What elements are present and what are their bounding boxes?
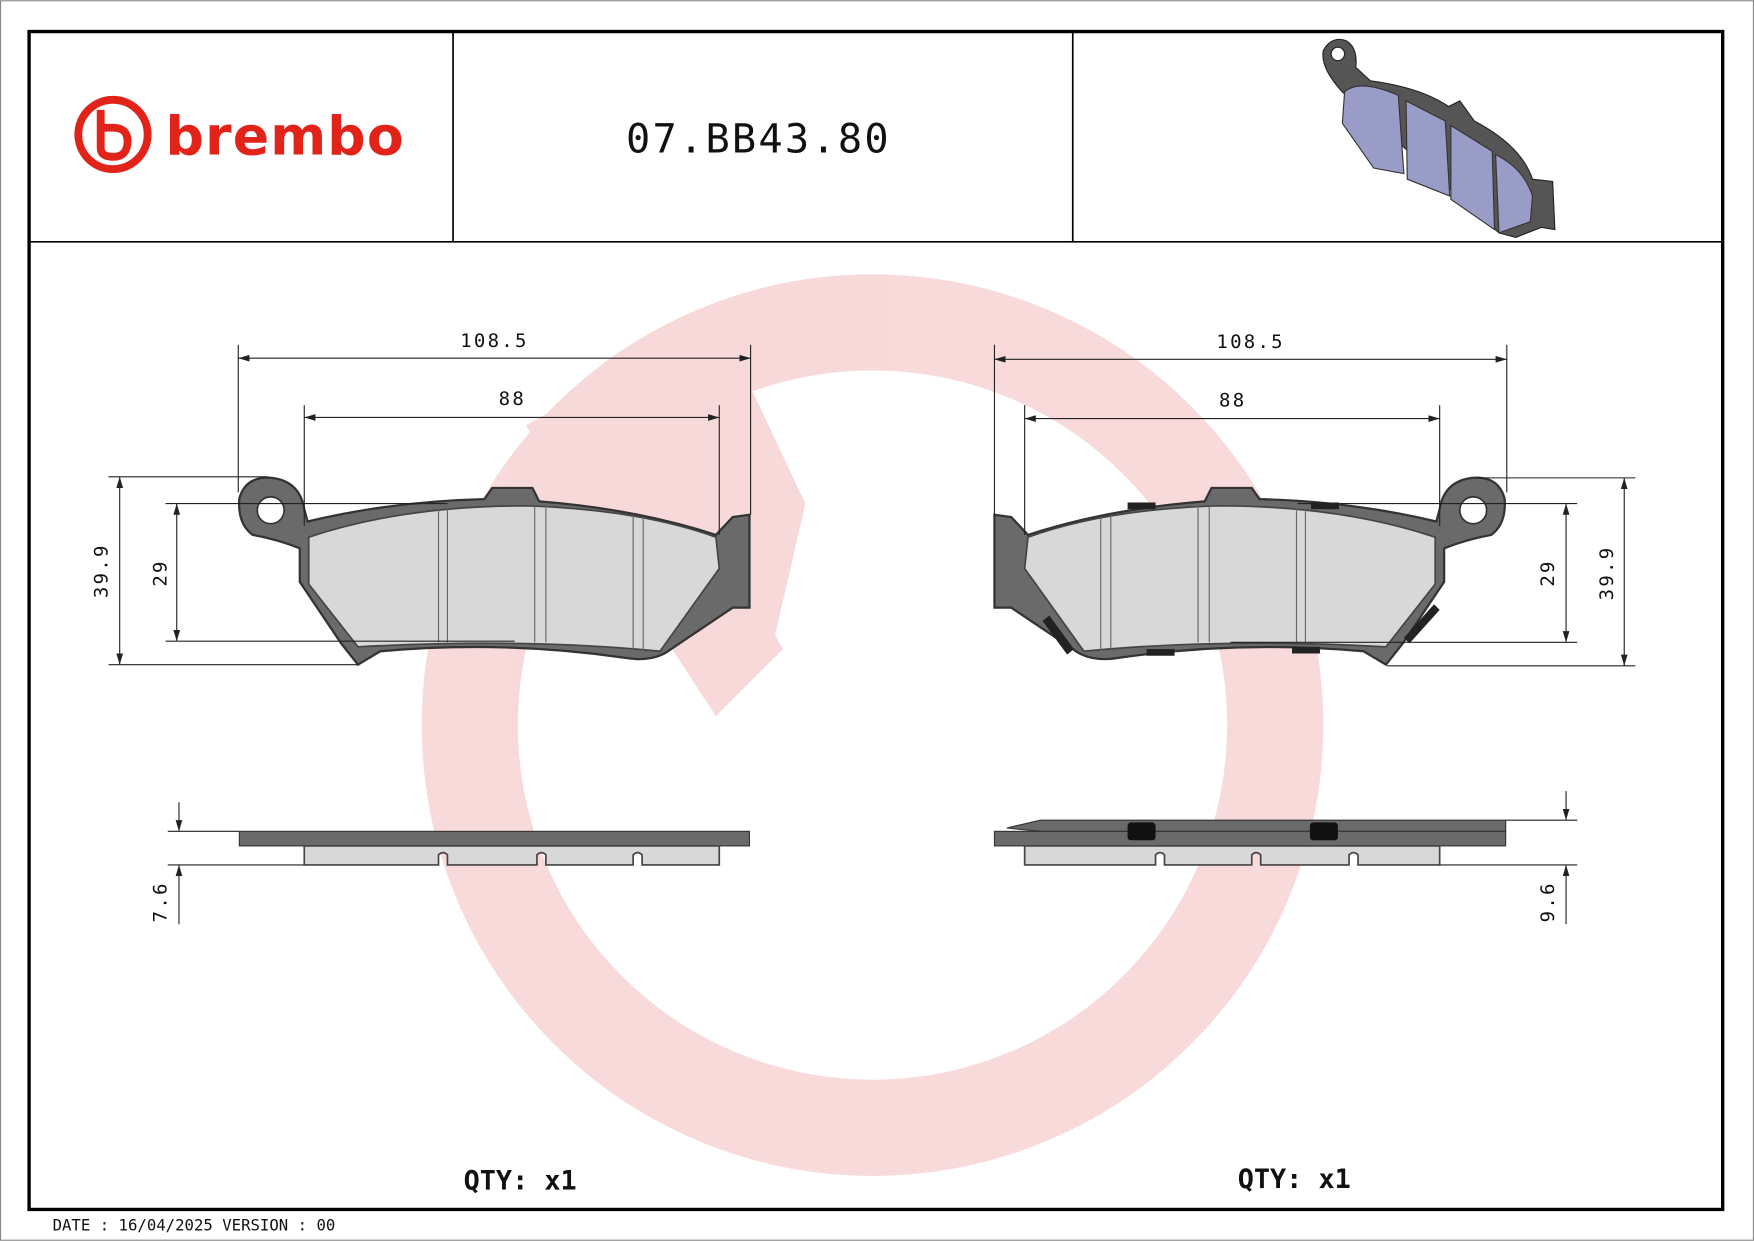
right-qty: QTY: x1 — [1238, 1164, 1351, 1195]
svg-text:29: 29 — [1537, 559, 1559, 586]
svg-text:brembo: brembo — [166, 105, 405, 168]
svg-text:39.9: 39.9 — [90, 543, 112, 598]
svg-text:88: 88 — [1219, 389, 1246, 411]
svg-text:88: 88 — [499, 388, 526, 410]
part-number: 07.BB43.80 — [626, 116, 891, 162]
right-pad-front-view — [993, 476, 1506, 666]
svg-text:29: 29 — [150, 559, 172, 586]
brembo-logo: brembo — [74, 95, 405, 174]
footer-date-version: DATE : 16/04/2025 VERSION : 00 — [53, 1216, 336, 1235]
svg-text:108.5: 108.5 — [1216, 331, 1284, 353]
left-qty: QTY: x1 — [464, 1165, 577, 1196]
right-dimensions: 108.5 88 39.9 29 — [993, 331, 1636, 667]
drawing-frame — [27, 29, 1725, 1212]
svg-text:108.5: 108.5 — [460, 330, 528, 352]
svg-text:7.6: 7.6 — [150, 881, 172, 922]
svg-text:9.6: 9.6 — [1537, 881, 1559, 922]
left-pad-side-view: 7.6 — [150, 802, 751, 925]
left-dimensions: 108.5 88 39.9 29 — [90, 330, 752, 666]
right-pad-side-view: 9.6 — [993, 791, 1578, 925]
pad-isometric-image — [1322, 38, 1556, 238]
svg-text:39.9: 39.9 — [1596, 546, 1618, 601]
